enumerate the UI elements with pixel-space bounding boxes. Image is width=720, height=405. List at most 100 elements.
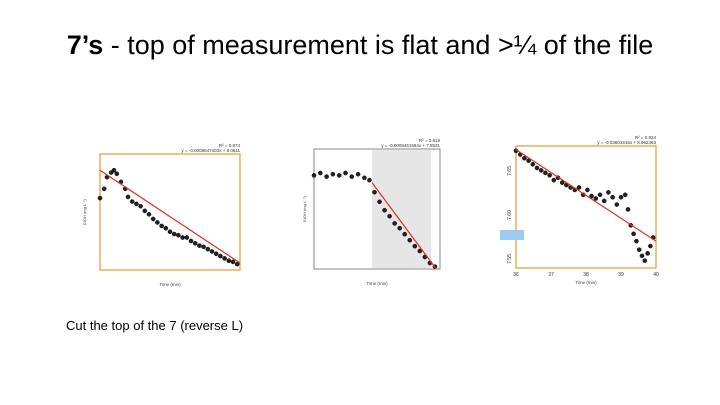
x-tick-label: 39 xyxy=(618,272,624,278)
data-point xyxy=(230,259,236,265)
data-point xyxy=(138,203,143,209)
data-point xyxy=(355,171,361,177)
data-point xyxy=(114,171,120,177)
data-point xyxy=(125,194,131,200)
x-axis-label: Time (min) xyxy=(366,281,388,286)
fit-line xyxy=(515,149,657,242)
fit-line xyxy=(371,182,437,270)
data-point xyxy=(171,231,177,237)
data-point xyxy=(134,201,139,207)
slide-caption: Cut the top of the 7 (reverse L) xyxy=(66,318,244,333)
data-point xyxy=(159,223,164,229)
data-point xyxy=(343,170,348,176)
equation-label: y = -0.03601916x + 8.962463 xyxy=(597,140,656,145)
data-point xyxy=(150,216,156,222)
data-point xyxy=(155,220,160,225)
data-point xyxy=(547,172,552,178)
data-point xyxy=(146,212,152,217)
data-point xyxy=(551,177,557,183)
data-point xyxy=(324,174,329,179)
data-point xyxy=(101,186,107,192)
x-tick-label: 36 xyxy=(513,272,519,278)
data-point xyxy=(311,173,317,178)
data-point xyxy=(97,195,103,201)
data-point xyxy=(585,187,590,193)
data-point xyxy=(636,247,642,252)
title-rest: - top of measurement is flat and >¼ of t… xyxy=(103,30,654,60)
data-point xyxy=(163,225,169,231)
data-point xyxy=(387,213,392,219)
data-point xyxy=(222,256,227,261)
data-point xyxy=(213,251,219,257)
data-point xyxy=(372,189,377,195)
x-axis-label: Time (min) xyxy=(159,282,181,287)
data-point xyxy=(597,192,603,198)
highlight-marker xyxy=(500,230,524,240)
fit-line xyxy=(99,169,241,264)
data-point xyxy=(522,155,527,161)
data-point xyxy=(192,241,198,246)
data-point xyxy=(642,258,648,263)
data-point xyxy=(576,185,582,190)
data-point xyxy=(111,167,117,173)
data-point xyxy=(205,246,211,252)
data-point xyxy=(201,244,206,250)
data-point xyxy=(412,243,418,249)
data-point xyxy=(317,170,323,176)
data-point xyxy=(382,207,387,213)
y-tick-label: 7.60 xyxy=(507,210,513,220)
data-point xyxy=(606,190,611,195)
data-point xyxy=(543,170,548,176)
data-point xyxy=(129,199,135,204)
data-point xyxy=(209,249,215,254)
data-point xyxy=(538,168,544,173)
data-point xyxy=(234,261,240,267)
data-point xyxy=(407,237,413,243)
data-point xyxy=(176,232,181,238)
data-point xyxy=(167,229,173,235)
title-bold: 7’s xyxy=(66,30,104,60)
y-tick-label: 7.55 xyxy=(507,254,513,264)
data-point xyxy=(402,231,408,237)
data-point xyxy=(631,231,636,237)
r2-label: R² = 0.819 xyxy=(419,138,441,143)
data-point xyxy=(349,174,355,179)
r2-label: R² = 0.874 xyxy=(219,143,241,148)
x-tick-label: 38 xyxy=(583,272,589,278)
plot-frame xyxy=(99,153,241,271)
data-point xyxy=(197,243,202,248)
data-point xyxy=(618,194,624,200)
data-point xyxy=(188,238,194,244)
data-point xyxy=(180,235,185,240)
data-point xyxy=(226,258,232,264)
slide-title: 7’s - top of measurement is flat and >¼ … xyxy=(0,30,720,61)
y-axis-label: EtOH (mg L⁻¹) xyxy=(82,198,87,225)
data-point xyxy=(622,192,628,198)
data-point xyxy=(362,175,367,181)
x-tick-label: 37 xyxy=(548,272,554,278)
data-point xyxy=(218,253,223,259)
data-point xyxy=(645,251,650,256)
plot-frame xyxy=(515,145,657,269)
y-axis-label: EtOH (mg L⁻¹) xyxy=(302,195,307,222)
data-point xyxy=(610,194,615,200)
scatter-plot-1: y = -0.0008647403x + 8.0611 R² = 0.874 Tim… xyxy=(80,140,250,290)
data-point xyxy=(392,221,397,226)
x-axis-label: Time (min) xyxy=(575,280,597,285)
data-point xyxy=(614,202,620,207)
data-point xyxy=(142,208,148,214)
data-point xyxy=(184,235,190,240)
data-point xyxy=(336,173,342,178)
scatter-plot-2: y = -0.0008451584x + 7.8531 R² = 0.819 Tim… xyxy=(300,135,450,290)
data-point xyxy=(639,253,645,259)
data-point xyxy=(589,193,594,199)
data-point xyxy=(601,198,607,204)
data-point xyxy=(625,207,631,212)
data-point xyxy=(397,225,402,231)
data-point xyxy=(417,248,423,254)
data-point xyxy=(367,177,372,183)
data-point xyxy=(593,196,599,201)
